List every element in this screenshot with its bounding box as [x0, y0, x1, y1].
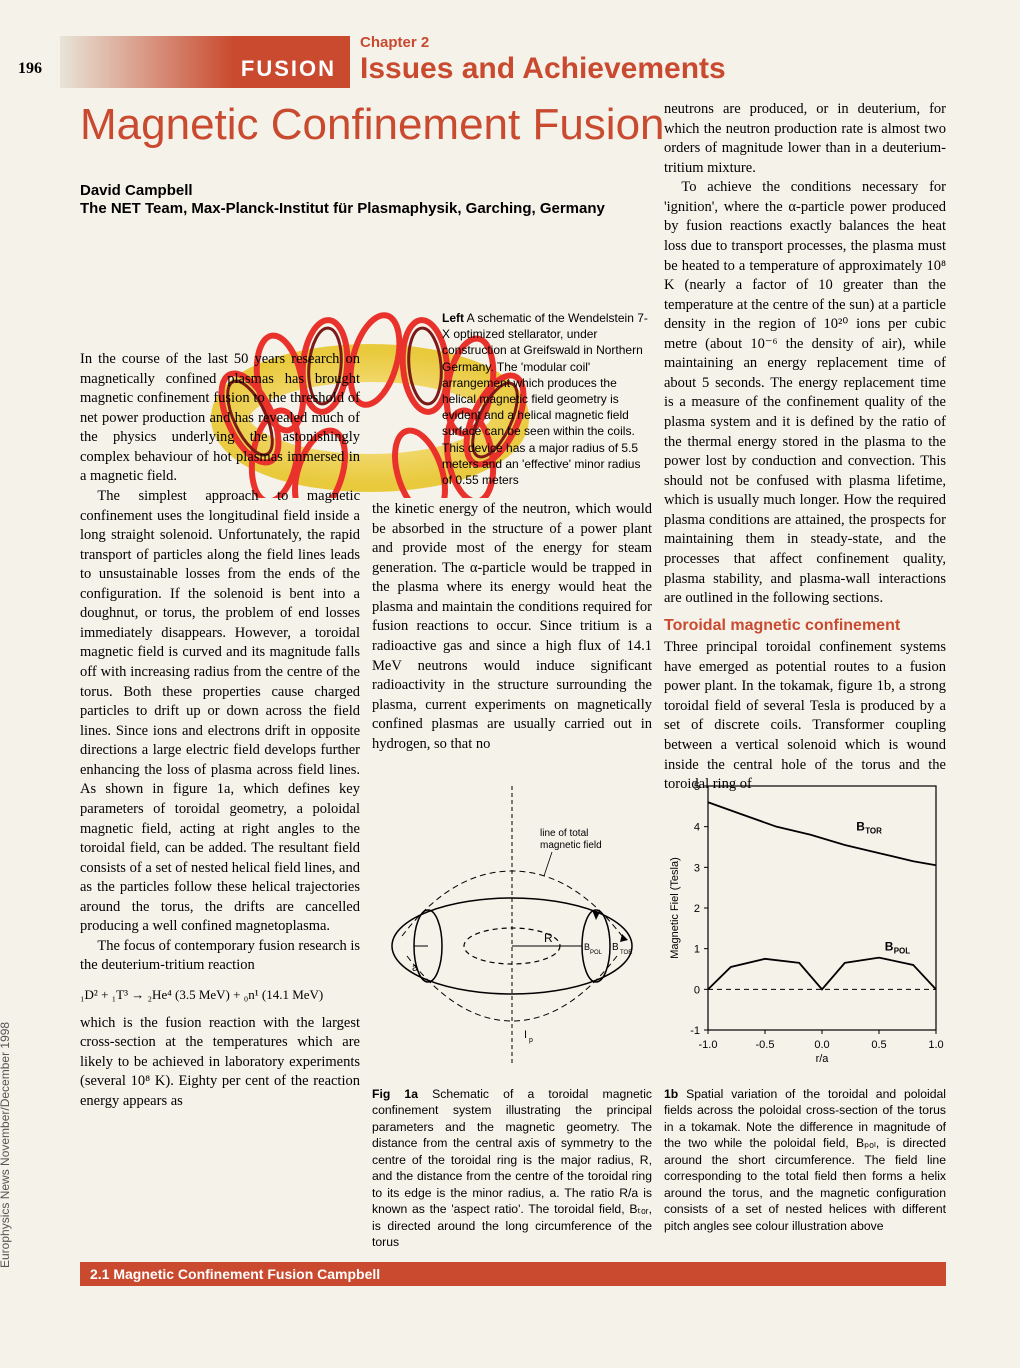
column-3: neutrons are produced, or in deuterium, … [664, 100, 946, 795]
svg-text:r/a: r/a [816, 1053, 830, 1065]
svg-text:-1.0: -1.0 [699, 1039, 718, 1051]
col3-p1: neutrons are produced, or in deuterium, … [664, 100, 946, 178]
svg-text:POL: POL [894, 947, 911, 956]
label-R: R [544, 931, 553, 945]
svg-text:0.0: 0.0 [814, 1039, 829, 1051]
svg-text:0: 0 [694, 984, 700, 996]
fig1a-text: Schematic of a toroidal magnetic confine… [372, 1087, 652, 1249]
header-bar: FUSION [60, 36, 350, 88]
journal-side-label: Europhysics News November/December 1998 [0, 1022, 12, 1268]
fig1a-bold: Fig 1a [372, 1087, 418, 1101]
svg-text:p: p [529, 1037, 533, 1044]
svg-text:1: 1 [694, 944, 700, 956]
caption-bold: Left [442, 311, 464, 325]
svg-text:-1: -1 [690, 1025, 700, 1037]
col1-p1: In the course of the last 50 years resea… [80, 350, 360, 487]
label-ip: I [524, 1029, 527, 1041]
header-bar-text: FUSION [241, 56, 336, 82]
svg-text:B: B [885, 940, 894, 954]
affiliation: The NET Team, Max-Planck-Institut für Pl… [80, 200, 605, 217]
footer-text: 2.1 Magnetic Confinement Fusion Campbell [90, 1266, 380, 1282]
dt-reaction-equation: ₁D² + ₁T³ → ₂He⁴ (3.5 MeV) + ₀n¹ (14.1 M… [80, 986, 360, 1004]
label-btor: B [612, 942, 619, 953]
svg-text:1.0: 1.0 [928, 1039, 943, 1051]
chapter-label: Chapter 2 [360, 34, 429, 51]
svg-text:POL: POL [590, 950, 603, 956]
svg-text:2: 2 [694, 903, 700, 915]
chapter-title: Issues and Achievements [360, 52, 726, 86]
caption-text: A schematic of the Wendelstein 7-X optim… [442, 311, 648, 487]
fig1b-text: Spatial variation of the toroidal and po… [664, 1087, 946, 1233]
col2-p1: the kinetic energy of the neutron, which… [372, 500, 652, 754]
col3-p2: To achieve the conditions necessary for … [664, 178, 946, 608]
col1-p4: which is the fusion reaction with the la… [80, 1014, 360, 1112]
svg-text:-0.5: -0.5 [756, 1039, 775, 1051]
col3-p3: Three principal toroidal confinement sys… [664, 638, 946, 795]
svg-text:magnetic field: magnetic field [540, 840, 602, 851]
section-heading-toroidal: Toroidal magnetic confinement [664, 615, 946, 637]
fig1a-caption: Fig 1a Schematic of a toroidal magnetic … [372, 1086, 652, 1251]
author-name: David Campbell [80, 182, 193, 199]
page-number: 196 [18, 60, 42, 78]
column-1: In the course of the last 50 years resea… [80, 350, 360, 1111]
col1-p3: The focus of contemporary fusion researc… [80, 937, 360, 976]
main-title: Magnetic Confinement Fusion [80, 100, 665, 150]
col1-p2: The simplest approach to magnetic confin… [80, 487, 360, 937]
column-2: the kinetic energy of the neutron, which… [372, 500, 652, 754]
svg-text:3: 3 [694, 862, 700, 874]
stellarator-caption: Left A schematic of the Wendelstein 7-X … [442, 310, 652, 488]
field-magnitude-chart: -1012345-1.0-0.50.00.51.0BTORBPOLr/aMagn… [664, 776, 946, 1066]
svg-text:TOR: TOR [865, 827, 882, 836]
label-a: a [412, 962, 419, 974]
svg-text:0.5: 0.5 [871, 1039, 886, 1051]
svg-text:4: 4 [694, 822, 700, 834]
svg-text:Magnetic Fiel (Tesla): Magnetic Fiel (Tesla) [669, 857, 681, 958]
fig1b-bold: 1b [664, 1087, 678, 1101]
label-total-field: line of total [540, 828, 588, 839]
svg-text:TOR: TOR [620, 950, 633, 956]
fig1b-caption: 1b Spatial variation of the toroidal and… [664, 1086, 946, 1234]
svg-text:5: 5 [694, 781, 700, 793]
svg-text:B: B [856, 820, 865, 834]
footer-bar: 2.1 Magnetic Confinement Fusion Campbell [80, 1262, 946, 1286]
torus-schematic: R a B POL B TOR line of total magnetic f… [372, 776, 652, 1066]
